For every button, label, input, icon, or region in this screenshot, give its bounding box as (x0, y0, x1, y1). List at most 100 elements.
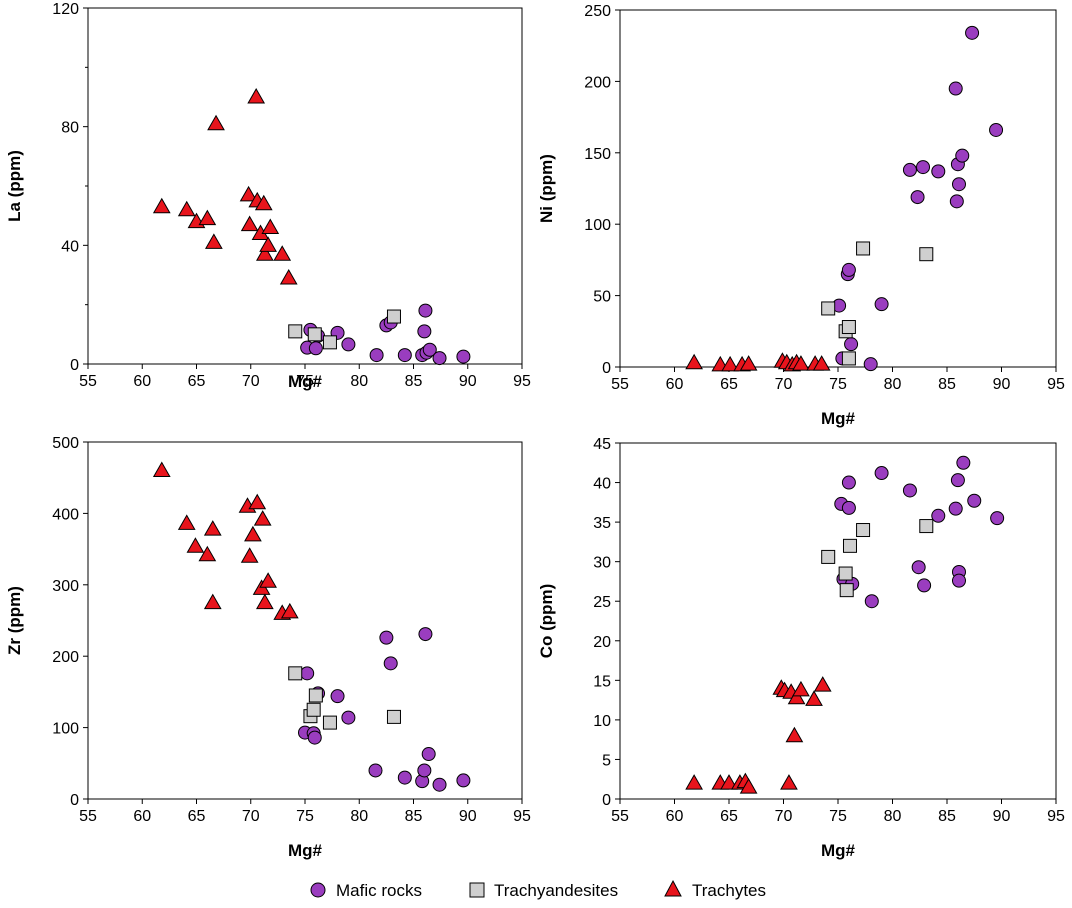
x-tick-label: 60 (666, 376, 684, 393)
trachyte-point (787, 688, 806, 705)
trachyte-point (273, 245, 292, 261)
mafic-point (432, 351, 447, 366)
y-tick-label: 40 (593, 476, 611, 493)
x-tick-label: 55 (611, 808, 629, 825)
x-tick-label: 75 (296, 373, 314, 390)
mafic-point (949, 194, 964, 209)
trachyte-point (259, 572, 277, 588)
trachyandesite-point (919, 247, 934, 262)
trachyte-point (261, 218, 280, 235)
x-tick-label: 55 (79, 808, 97, 825)
x-tick-label: 70 (775, 376, 793, 393)
trachyandesite-point (306, 702, 321, 717)
y-tick-label: 100 (52, 721, 79, 738)
mafic-point (910, 190, 925, 205)
trachyandesite-point (322, 715, 337, 730)
trachyte-point (739, 355, 758, 371)
trachyte-point (203, 593, 222, 610)
mafic-point (432, 777, 447, 792)
x-tick-label: 95 (513, 808, 531, 825)
x-axis-title: Mg# (821, 841, 856, 860)
trachyandesite-point (308, 688, 323, 703)
x-tick-label: 60 (133, 808, 151, 825)
x-tick-label: 85 (405, 808, 423, 825)
trachyte-point (785, 726, 804, 743)
trachyte-point (198, 209, 217, 226)
trachyte-point (792, 355, 810, 371)
trachyte-point (253, 510, 272, 526)
series-trachyte (685, 676, 832, 794)
mafic-point (330, 689, 345, 704)
x-tick-label: 65 (720, 376, 738, 393)
x-axis-title: Mg# (288, 841, 323, 860)
mafic-point (863, 357, 878, 372)
x-tick-label: 75 (829, 376, 847, 393)
x-tick-label: 65 (720, 808, 738, 825)
mafic-point (308, 341, 323, 356)
y-tick-label: 100 (584, 217, 611, 234)
x-tick-label: 85 (405, 373, 423, 390)
trachyte-point (254, 194, 273, 211)
mafic-point (341, 337, 356, 352)
trachyandesite-point (856, 523, 871, 538)
mafic-point (989, 122, 1004, 137)
series-trachyte (152, 87, 298, 285)
trachyte-point (152, 197, 171, 214)
mafic-point (841, 500, 856, 515)
mafic-point (951, 573, 966, 588)
trachyandesite-point (386, 309, 401, 324)
series-trachyandesite (821, 241, 934, 366)
mafic-point (397, 348, 412, 363)
trachyte-point (203, 520, 222, 536)
mafic-point (902, 162, 917, 177)
legend-trachyandesite-marker (469, 882, 485, 898)
y-tick-label: 40 (61, 238, 79, 255)
panel-ni-vs-mg: 55 60 65 70 75 80 85 90 95 0 50 100 150 200 250 Mg# Ni (… (537, 3, 1065, 428)
trachyte-point (685, 774, 703, 790)
y-tick-label: 300 (52, 578, 79, 595)
x-tick-label: 70 (242, 373, 260, 390)
y-tick-label: 0 (602, 792, 611, 809)
x-tick-label: 75 (829, 808, 847, 825)
trachyandesite-point (919, 519, 934, 534)
trachyandesite-point (821, 301, 836, 316)
mafic-point (368, 763, 383, 778)
trachyte-point (240, 215, 259, 232)
y-tick-label: 200 (52, 649, 79, 666)
trachyte-point (720, 774, 738, 790)
y-tick-label: 15 (593, 673, 611, 690)
legend-mafic-label: Mafic rocks (336, 881, 422, 900)
y-tick-label: 0 (70, 357, 79, 374)
x-tick-label: 75 (296, 808, 314, 825)
x-axis-title: Mg# (821, 409, 856, 428)
mafic-point (841, 262, 856, 277)
trachyte-point (177, 200, 196, 217)
mafic-point (379, 630, 394, 645)
mafic-point (948, 501, 963, 516)
trachyte-point (177, 514, 196, 530)
trachyandesite-point (856, 241, 871, 256)
y-tick-label: 10 (593, 713, 611, 730)
x-tick-label: 60 (133, 373, 151, 390)
mafic-point (307, 730, 322, 745)
x-tick-label: 60 (666, 808, 684, 825)
trachyte-point (685, 353, 703, 370)
mafic-point (841, 475, 856, 490)
x-tick-label: 90 (459, 808, 477, 825)
trachyte-point (204, 233, 223, 249)
y-tick-label: 500 (52, 435, 79, 452)
y-tick-label: 150 (584, 146, 611, 163)
mafic-point (300, 666, 315, 681)
mafic-point (417, 763, 432, 778)
mafic-point (967, 493, 982, 508)
mafic-point (456, 773, 471, 788)
trachyandesite-point (386, 709, 401, 724)
legend-mafic-marker (310, 882, 326, 898)
panel-zr-vs-mg: 55 60 65 70 75 80 85 90 95 0 100 200 300 400 500 Mg# Zr … (5, 435, 531, 860)
y-tick-label: 35 (593, 515, 611, 532)
mafic-point (844, 337, 859, 352)
plot-frame (87, 441, 523, 800)
y-tick-label: 5 (602, 752, 611, 769)
trachyte-point (244, 525, 262, 542)
